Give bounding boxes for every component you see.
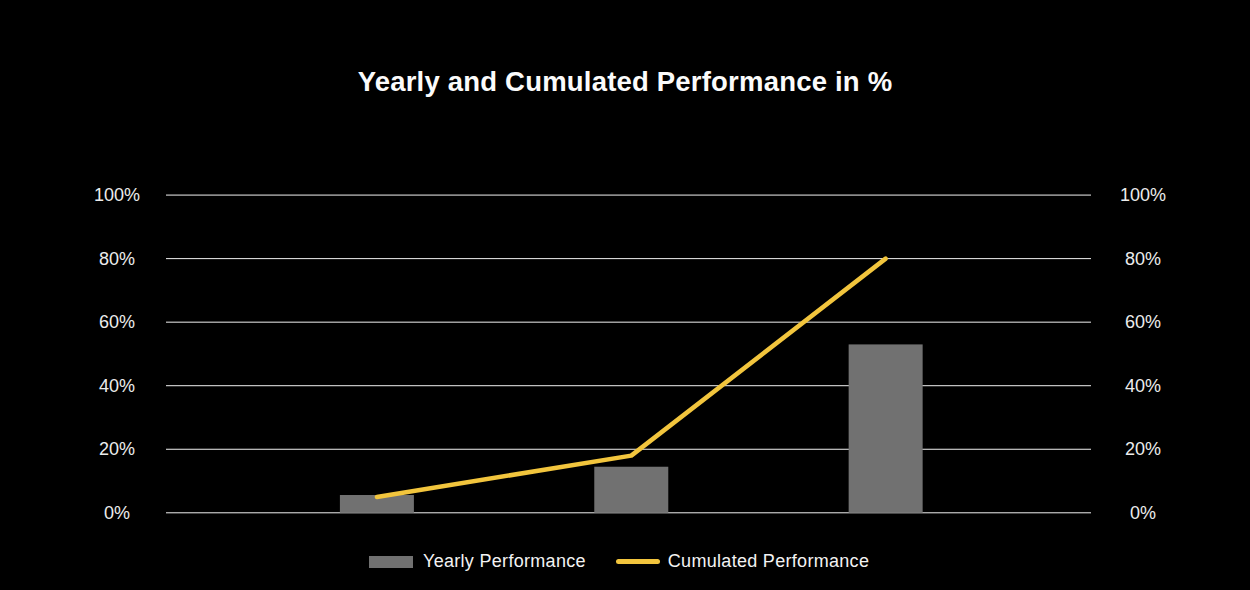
y-axis-label-left-20: 20% xyxy=(72,438,162,460)
bar-yearly-performance[interactable] xyxy=(849,344,923,512)
y-axis-label-right-60: 60% xyxy=(1098,311,1188,333)
plot-canvas xyxy=(0,0,1250,590)
legend-item-cumulated-performance[interactable]: Cumulated Performance xyxy=(616,551,869,572)
legend-label-yearly-performance: Yearly Performance xyxy=(423,551,586,572)
cumulated-performance-swatch xyxy=(616,559,660,564)
legend-label-cumulated-performance: Cumulated Performance xyxy=(668,551,869,572)
cumulated-performance-line[interactable] xyxy=(377,259,886,497)
y-axis-label-right-40: 40% xyxy=(1098,375,1188,397)
y-axis-label-right-100: 100% xyxy=(1098,184,1188,206)
y-axis-label-left-100: 100% xyxy=(72,184,162,206)
y-axis-label-left-80: 80% xyxy=(72,248,162,270)
y-axis-label-right-80: 80% xyxy=(1098,248,1188,270)
legend: Yearly Performance Cumulated Performance xyxy=(369,549,869,574)
y-axis-label-left-40: 40% xyxy=(72,375,162,397)
legend-item-yearly-performance[interactable]: Yearly Performance xyxy=(369,551,586,572)
bar-yearly-performance[interactable] xyxy=(594,467,668,513)
y-axis-label-left-60: 60% xyxy=(72,311,162,333)
y-axis-label-right-20: 20% xyxy=(1098,438,1188,460)
y-axis-label-left-0: 0% xyxy=(72,502,162,524)
y-axis-label-right-0: 0% xyxy=(1098,502,1188,524)
yearly-performance-swatch xyxy=(369,556,413,568)
